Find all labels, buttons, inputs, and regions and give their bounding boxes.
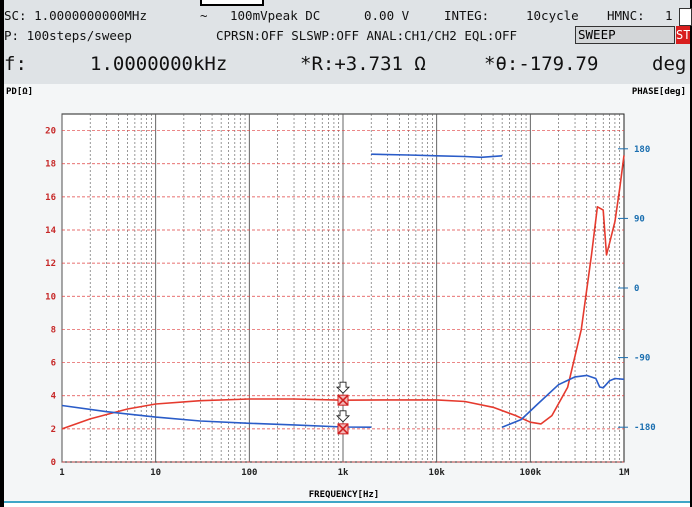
- hmnc-value: 1: [665, 8, 673, 23]
- axis-labels: PD[Ω] PHASE[deg] FREQUENCY[Hz] 024681012…: [6, 87, 686, 500]
- y-left-tick-label: 12: [45, 259, 56, 269]
- bottom-rule: [4, 501, 690, 503]
- sweep-mode-indicator[interactable]: SWEEP: [575, 26, 675, 44]
- status-header: SC: 1.0000000000MHz ~ 100mVpeak DC 0.00 …: [4, 0, 692, 86]
- hmnc-label: HMNC:: [607, 8, 645, 23]
- x-tick-label: 10k: [429, 468, 446, 478]
- y-left-tick-label: 14: [45, 226, 56, 236]
- y-right-tick-label: 180: [634, 145, 650, 155]
- y-left-tick-label: 10: [45, 292, 56, 302]
- series-layer: [61, 153, 625, 430]
- y-right-tick-label: -180: [634, 423, 656, 433]
- hmnc-indicator-box: [679, 8, 692, 26]
- phase-unit: deg: [652, 53, 687, 75]
- y-left-tick-label: 4: [51, 392, 57, 402]
- resistance-value: *R:+3.731 Ω: [300, 53, 426, 75]
- blue-series-line: [371, 153, 503, 159]
- y-left-axis-label: PD[Ω]: [6, 87, 33, 97]
- y-left-tick-label: 18: [45, 160, 56, 170]
- marker-cross: [337, 423, 349, 435]
- x-tick-label: 1k: [338, 468, 349, 478]
- y-right-tick-label: 90: [634, 214, 645, 224]
- x-tick-label: 1: [59, 468, 64, 478]
- analysis-settings: CPRSN:OFF SLSWP:OFF ANAL:CH1/CH2 EQL:OFF: [216, 28, 518, 43]
- marker-cross: [337, 394, 349, 406]
- y-left-tick-label: 0: [51, 458, 56, 468]
- cursor-marker: [335, 410, 351, 435]
- phase-value: *θ:-179.79: [484, 53, 599, 75]
- cursor-marker: [335, 381, 351, 406]
- impedance-phase-chart: PD[Ω] PHASE[deg] FREQUENCY[Hz] 024681012…: [6, 87, 686, 500]
- frequency-label: f:: [4, 53, 27, 75]
- x-axis-label: FREQUENCY[Hz]: [309, 490, 379, 500]
- marker-arrow-icon: [335, 381, 351, 394]
- y-left-tick-label: 20: [45, 127, 56, 137]
- x-tick-label: 100k: [519, 468, 541, 478]
- title-tab-fragment: [200, 0, 264, 6]
- dc-bias-value: 0.00 V: [364, 8, 410, 23]
- frequency-value: 1.0000000kHz: [90, 53, 228, 75]
- x-tick-label: 100: [241, 468, 257, 478]
- chart-area: PD[Ω] PHASE[deg] FREQUENCY[Hz] 0 2 4 6 8 10 12…: [4, 84, 690, 501]
- marker-arrow-icon: [335, 410, 351, 423]
- integ-label: INTEG:: [444, 8, 490, 23]
- y-right-tick-label: -90: [634, 354, 650, 364]
- blue-series-line: [501, 374, 625, 428]
- blue-series-line: [61, 404, 372, 428]
- integ-value: 10cycle: [526, 8, 579, 23]
- osc-frequency: SC: 1.0000000000MHz: [4, 8, 147, 23]
- amplitude-setting: 100mVpeak DC: [230, 8, 321, 23]
- wave-symbol: ~: [200, 8, 208, 23]
- sweep-steps: P: 100steps/sweep: [4, 28, 132, 43]
- grid: [61, 113, 628, 463]
- x-tick-label: 1M: [619, 468, 630, 478]
- x-tick-label: 10: [150, 468, 161, 478]
- y-right-axis-label: PHASE[deg]: [632, 87, 686, 97]
- y-left-tick-label: 8: [51, 325, 56, 335]
- status-tab[interactable]: ST: [676, 26, 690, 44]
- marker-layer: [335, 381, 351, 435]
- y-right-tick-label: 0: [634, 284, 639, 294]
- y-left-tick-label: 6: [51, 359, 56, 369]
- y-left-tick-label: 2: [51, 425, 56, 435]
- y-left-tick-label: 16: [45, 193, 56, 203]
